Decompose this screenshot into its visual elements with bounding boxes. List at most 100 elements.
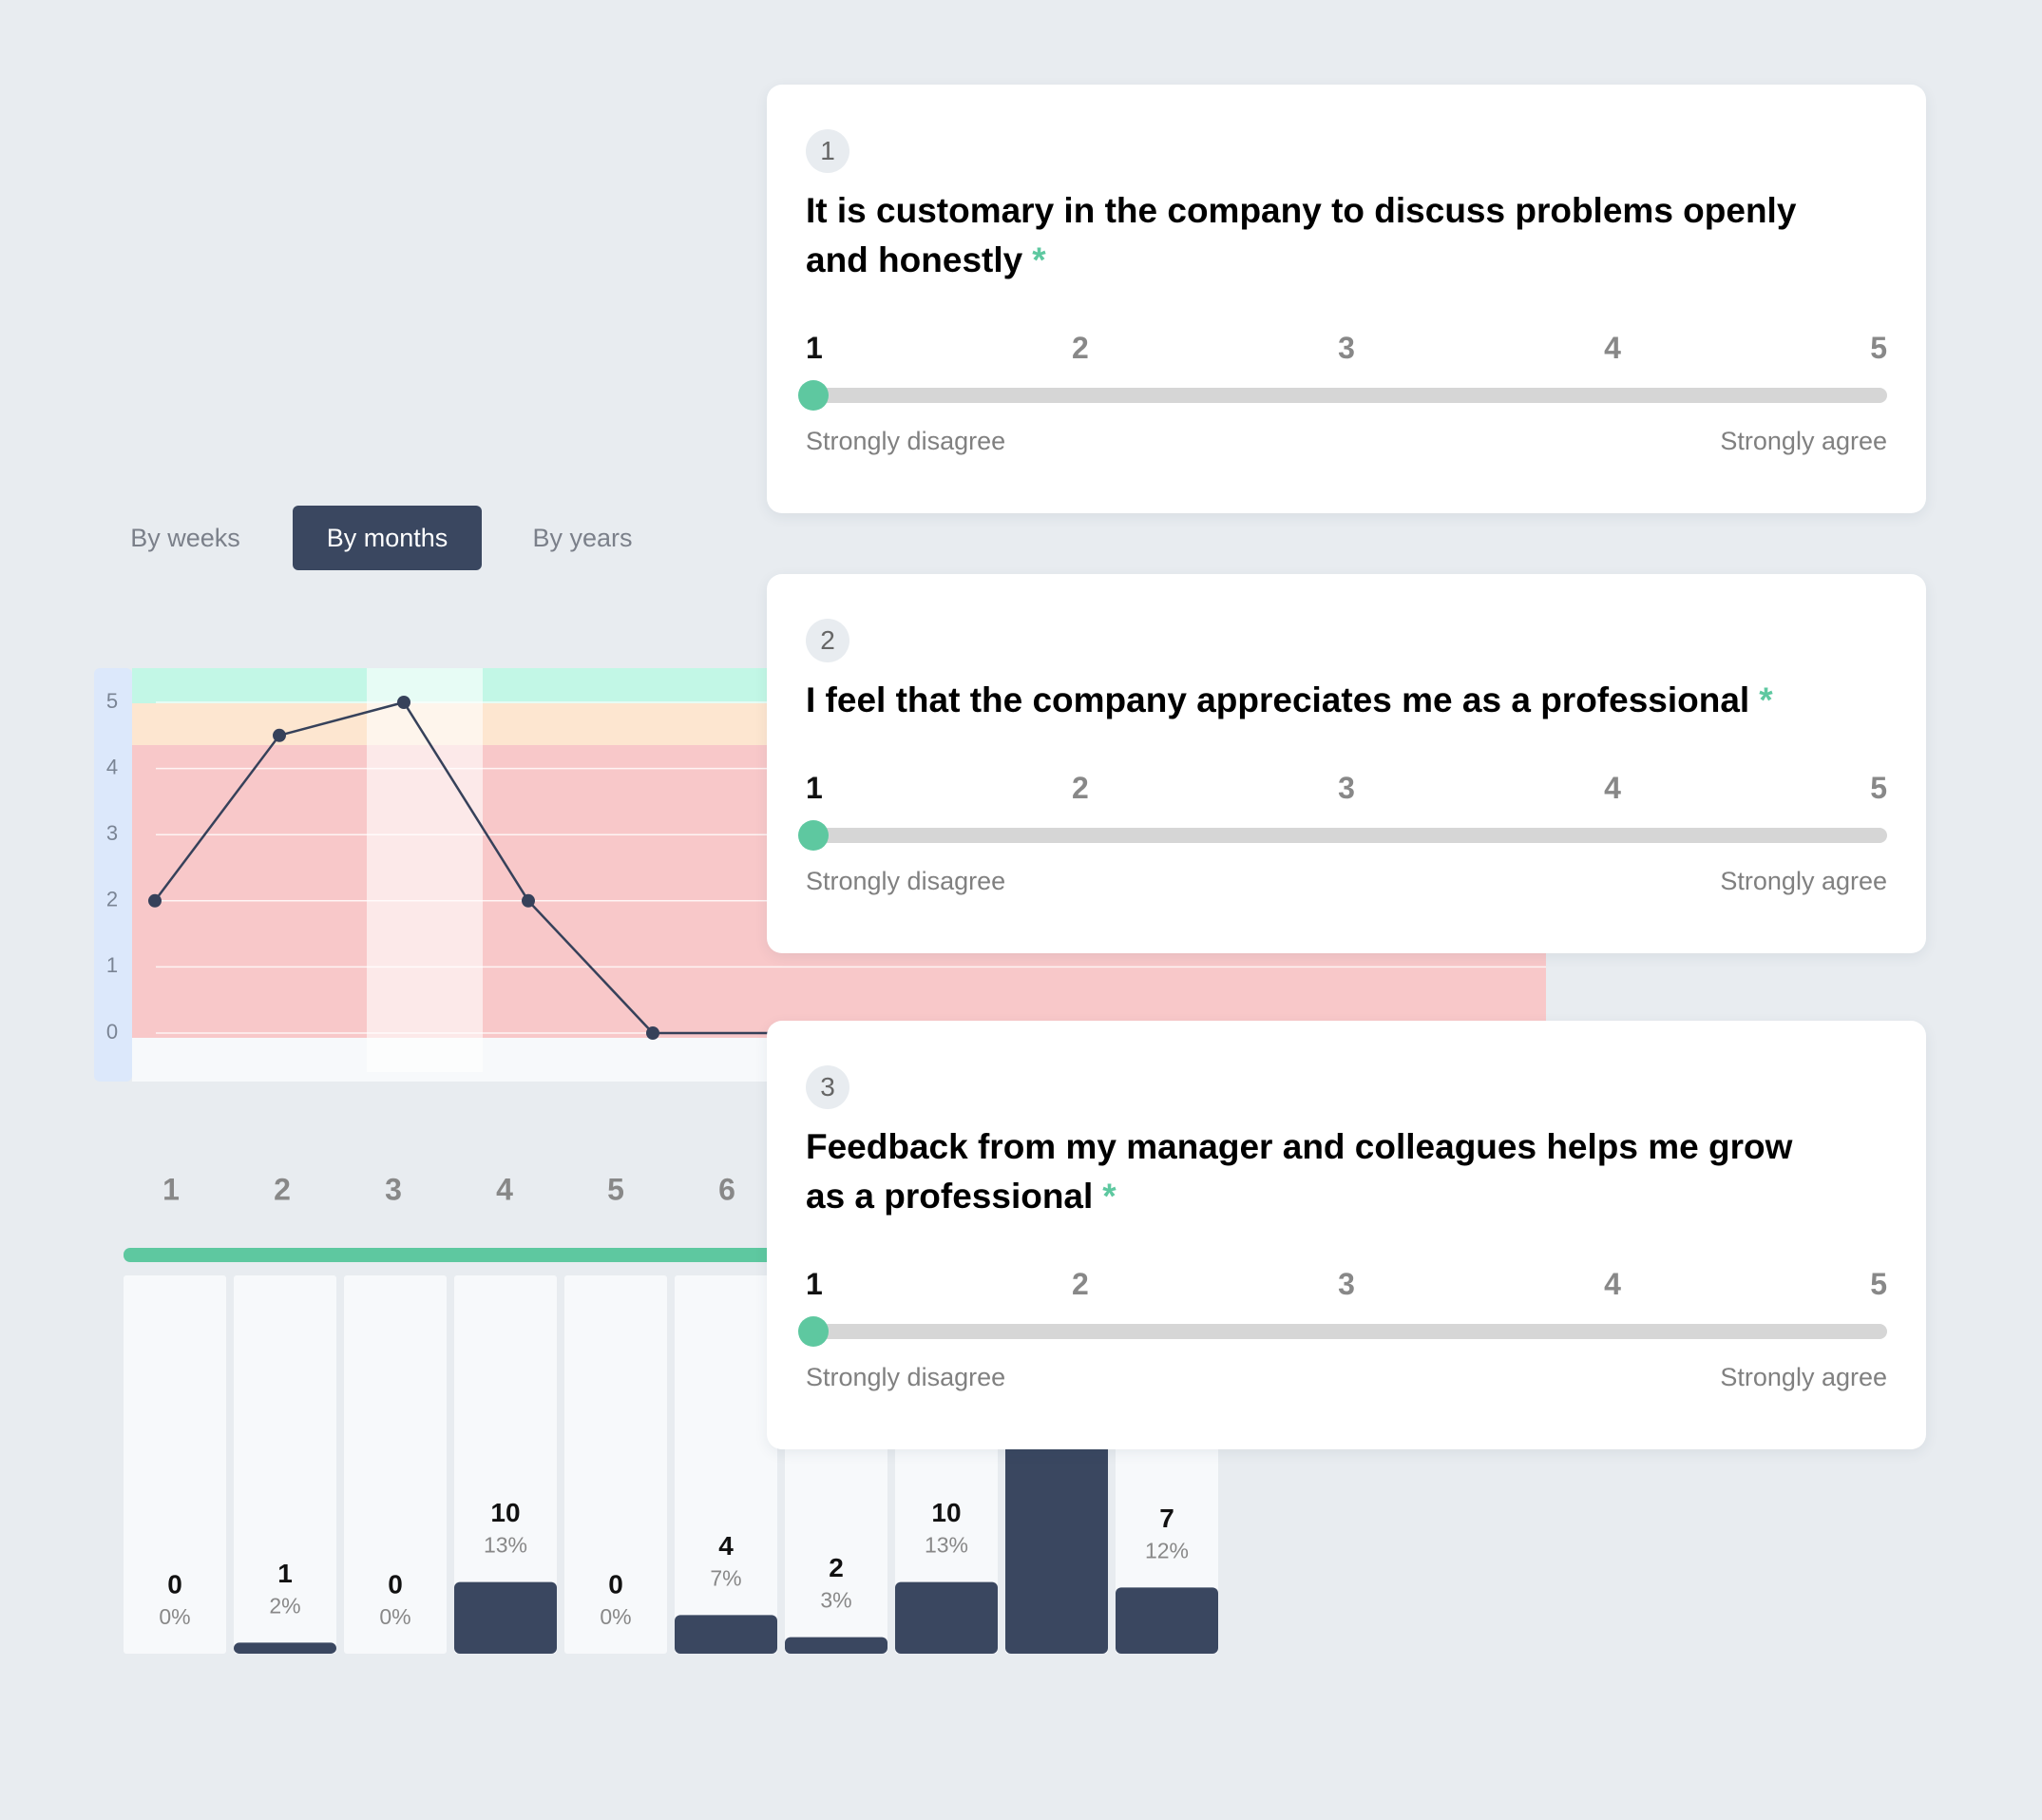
bar <box>895 1581 998 1654</box>
question-title: It is customary in the company to discus… <box>806 186 1887 285</box>
scale-option[interactable]: 4 <box>1604 770 1621 805</box>
max-label: Strongly agree <box>1720 867 1887 895</box>
scale-row: 1 2 3 4 5 <box>806 769 1887 807</box>
bar-percent: 7% <box>710 1565 741 1590</box>
y-tick-label: 1 <box>106 953 118 977</box>
bar-percent: 0% <box>159 1604 190 1629</box>
scale-row: 1 2 3 4 5 <box>806 1265 1887 1303</box>
scale-labels: Strongly disagree Strongly agree <box>806 864 1887 898</box>
slider-handle[interactable] <box>798 1316 829 1347</box>
x-tick-label: 1 <box>162 1172 180 1206</box>
scale-option[interactable]: 2 <box>1072 330 1089 365</box>
question-title: I feel that the company appreciates me a… <box>806 676 1887 725</box>
scale-option[interactable]: 3 <box>1338 330 1355 365</box>
column-bg <box>564 1275 667 1654</box>
scale-labels: Strongly disagree Strongly agree <box>806 424 1887 458</box>
line-point <box>148 893 162 908</box>
question-number: 3 <box>806 1065 849 1109</box>
tab[interactable]: By weeks <box>130 523 240 552</box>
scale-row: 1 2 3 4 5 <box>806 329 1887 367</box>
tab[interactable]: By years <box>532 523 633 552</box>
slider-track[interactable] <box>798 1316 1887 1347</box>
bar <box>234 1642 336 1654</box>
scale-option[interactable]: 2 <box>1072 1266 1089 1301</box>
bar <box>785 1637 887 1654</box>
question-text: Feedback from my manager and colleagues … <box>806 1127 1793 1216</box>
bar-count: 7 <box>1159 1504 1174 1533</box>
column-bg <box>124 1275 226 1654</box>
bar-count: 1 <box>277 1559 293 1588</box>
line-point <box>646 1026 659 1040</box>
slider-handle[interactable] <box>798 380 829 411</box>
max-label: Strongly agree <box>1720 1363 1887 1391</box>
min-label: Strongly disagree <box>806 1363 1006 1391</box>
x-tick-label: 6 <box>718 1172 735 1206</box>
scale-option[interactable]: 2 <box>1072 770 1089 805</box>
line-point <box>522 893 535 908</box>
question-card: 1 It is customary in the company to discu… <box>767 85 1926 513</box>
x-tick-label: 4 <box>496 1172 513 1206</box>
bar <box>454 1581 557 1654</box>
bar-percent: 0% <box>600 1604 631 1629</box>
bar-percent: 2% <box>269 1593 300 1618</box>
x-tick-label: 2 <box>274 1172 291 1206</box>
bar-percent: 13% <box>925 1533 968 1558</box>
question-card: 2 I feel that the company appreciates me … <box>767 574 1926 953</box>
column-bg <box>675 1275 777 1654</box>
x-tick-label: 5 <box>607 1172 624 1206</box>
highlight-column <box>367 668 483 1072</box>
bar-count: 10 <box>490 1498 520 1527</box>
line <box>154 700 777 1035</box>
bar-percent: 3% <box>820 1588 851 1613</box>
question-number: 1 <box>806 129 849 173</box>
scale-option[interactable]: 1 <box>806 1266 823 1301</box>
tab[interactable]: By months <box>293 506 482 570</box>
y-tick-label: 4 <box>106 755 118 778</box>
bar-percent: 12% <box>1145 1538 1189 1562</box>
question-title: Feedback from my manager and colleagues … <box>806 1122 1887 1221</box>
x-tick-label: 3 <box>385 1172 402 1206</box>
bar-count: 0 <box>167 1569 182 1599</box>
question-text: I feel that the company appreciates me a… <box>806 680 1750 719</box>
bar-count: 2 <box>829 1553 844 1582</box>
bar-percent: 13% <box>484 1533 527 1558</box>
column-bg <box>454 1275 557 1654</box>
scale-option[interactable]: 4 <box>1604 1266 1621 1301</box>
required-mark: * <box>1032 240 1046 279</box>
scale-option[interactable]: 5 <box>1870 330 1887 365</box>
question-card: 3 Feedback from my manager and colleagues… <box>767 1021 1926 1449</box>
y-tick-label: 2 <box>106 888 118 911</box>
slider-track[interactable] <box>798 820 1887 851</box>
column-bg <box>234 1275 336 1654</box>
scale-option[interactable]: 1 <box>806 770 823 805</box>
bar <box>1005 1433 1108 1654</box>
scale-option[interactable]: 3 <box>1338 770 1355 805</box>
line-point <box>273 728 286 742</box>
slider-track[interactable] <box>798 380 1887 411</box>
bar-count: 0 <box>608 1569 623 1599</box>
min-label: Strongly disagree <box>806 867 1006 895</box>
bar-count: 0 <box>388 1569 403 1599</box>
scale-option[interactable]: 3 <box>1338 1266 1355 1301</box>
question-text: It is customary in the company to discus… <box>806 191 1797 279</box>
bar-count: 10 <box>931 1498 961 1527</box>
bar-count: 4 <box>718 1531 734 1561</box>
column-bg <box>344 1275 447 1654</box>
line-point <box>397 696 410 709</box>
required-mark: * <box>1759 680 1773 719</box>
bar <box>675 1615 777 1654</box>
scale-option[interactable]: 1 <box>806 330 823 365</box>
slider-handle[interactable] <box>798 820 829 851</box>
axis-strip <box>94 668 132 1082</box>
bar-percent: 0% <box>379 1604 410 1629</box>
question-number: 2 <box>806 619 849 662</box>
required-mark: * <box>1102 1177 1116 1216</box>
min-label: Strongly disagree <box>806 427 1006 455</box>
scale-option[interactable]: 5 <box>1870 1266 1887 1301</box>
scale-option[interactable]: 5 <box>1870 770 1887 805</box>
y-tick-label: 0 <box>106 1020 118 1044</box>
scale-labels: Strongly disagree Strongly agree <box>806 1360 1887 1394</box>
max-label: Strongly agree <box>1720 427 1887 455</box>
scale-option[interactable]: 4 <box>1604 330 1621 365</box>
